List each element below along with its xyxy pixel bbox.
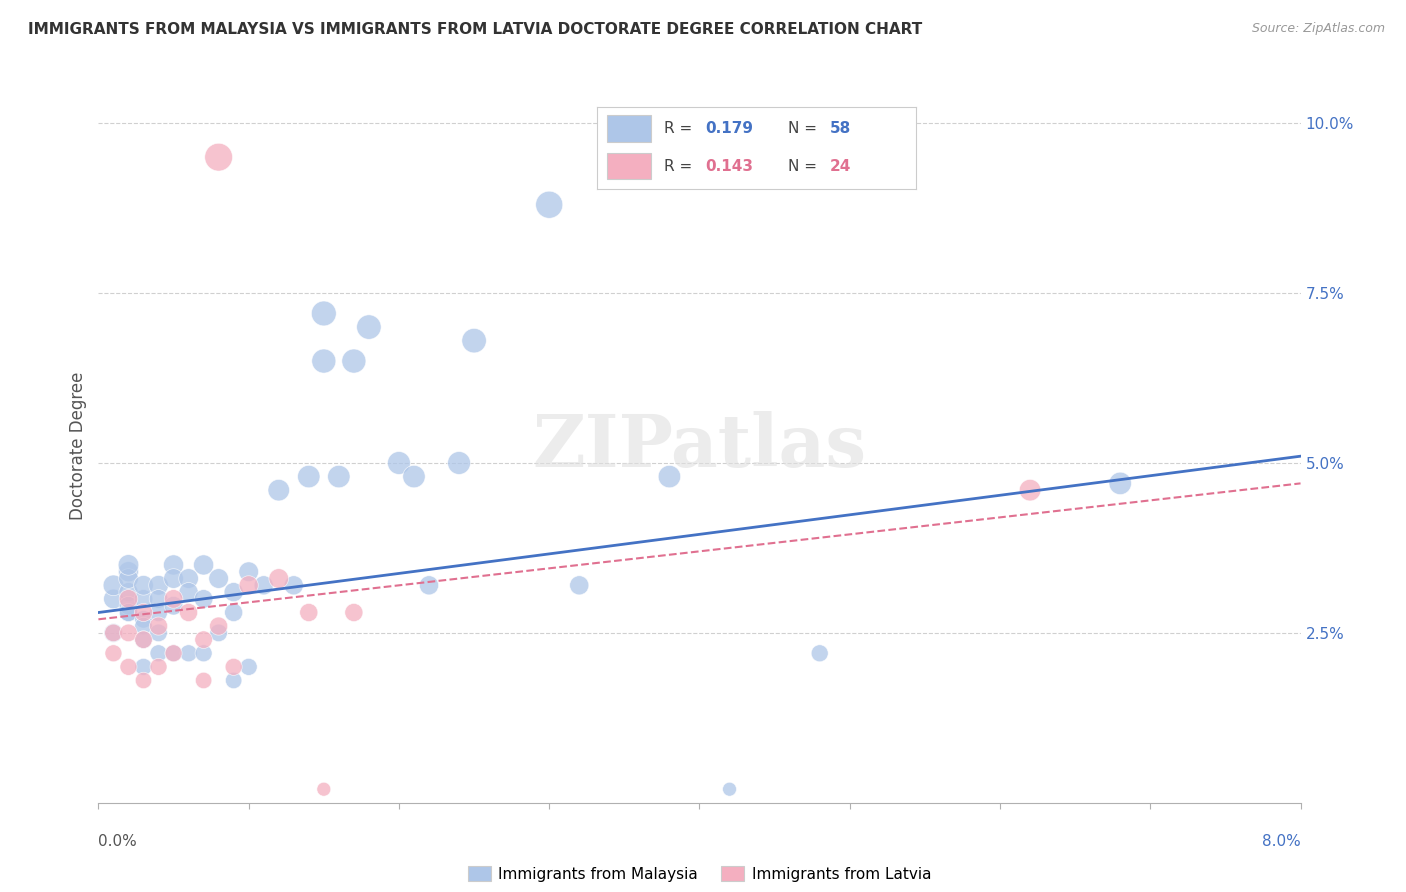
- Point: [193, 632, 215, 647]
- Point: [238, 578, 260, 592]
- Point: [208, 619, 231, 633]
- Point: [463, 334, 485, 348]
- Point: [117, 599, 139, 613]
- Point: [162, 572, 184, 586]
- Point: [177, 646, 200, 660]
- Point: [117, 626, 139, 640]
- Text: 8.0%: 8.0%: [1261, 834, 1301, 849]
- Point: [808, 646, 831, 660]
- Point: [568, 578, 591, 592]
- Text: 0.0%: 0.0%: [98, 834, 138, 849]
- Point: [357, 320, 380, 334]
- Point: [418, 578, 440, 592]
- Point: [162, 558, 184, 572]
- Point: [117, 606, 139, 620]
- Point: [208, 626, 231, 640]
- Point: [253, 578, 276, 592]
- Point: [103, 591, 125, 606]
- Point: [328, 469, 350, 483]
- Point: [267, 572, 290, 586]
- Point: [162, 646, 184, 660]
- Point: [132, 578, 155, 592]
- Point: [148, 578, 170, 592]
- Point: [238, 660, 260, 674]
- Point: [343, 606, 366, 620]
- Text: Source: ZipAtlas.com: Source: ZipAtlas.com: [1251, 22, 1385, 36]
- Point: [238, 565, 260, 579]
- Point: [148, 591, 170, 606]
- Point: [148, 619, 170, 633]
- Point: [312, 782, 335, 797]
- Point: [117, 558, 139, 572]
- Point: [148, 646, 170, 660]
- Point: [193, 591, 215, 606]
- Legend: Immigrants from Malaysia, Immigrants from Latvia: Immigrants from Malaysia, Immigrants fro…: [461, 860, 938, 888]
- Point: [103, 626, 125, 640]
- Point: [162, 591, 184, 606]
- Point: [132, 673, 155, 688]
- Point: [267, 483, 290, 498]
- Point: [103, 578, 125, 592]
- Point: [298, 606, 321, 620]
- Point: [222, 673, 245, 688]
- Point: [132, 632, 155, 647]
- Point: [193, 558, 215, 572]
- Point: [177, 606, 200, 620]
- Point: [193, 673, 215, 688]
- Point: [117, 572, 139, 586]
- Point: [117, 660, 139, 674]
- Point: [132, 619, 155, 633]
- Point: [177, 572, 200, 586]
- Point: [208, 572, 231, 586]
- Point: [103, 646, 125, 660]
- Point: [162, 646, 184, 660]
- Point: [388, 456, 411, 470]
- Point: [132, 632, 155, 647]
- Point: [447, 456, 470, 470]
- Point: [222, 585, 245, 599]
- Point: [538, 198, 561, 212]
- Y-axis label: Doctorate Degree: Doctorate Degree: [69, 372, 87, 520]
- Point: [208, 150, 231, 164]
- Point: [402, 469, 425, 483]
- Point: [177, 585, 200, 599]
- Point: [222, 660, 245, 674]
- Point: [117, 591, 139, 606]
- Point: [117, 585, 139, 599]
- Point: [718, 782, 741, 797]
- Point: [132, 606, 155, 620]
- Point: [132, 612, 155, 626]
- Point: [193, 646, 215, 660]
- Text: ZIPatlas: ZIPatlas: [533, 410, 866, 482]
- Point: [312, 306, 335, 320]
- Point: [162, 599, 184, 613]
- Point: [222, 606, 245, 620]
- Point: [343, 354, 366, 368]
- Point: [117, 606, 139, 620]
- Point: [312, 354, 335, 368]
- Point: [148, 660, 170, 674]
- Point: [117, 565, 139, 579]
- Point: [103, 626, 125, 640]
- Point: [1109, 476, 1132, 491]
- Point: [1019, 483, 1042, 498]
- Point: [298, 469, 321, 483]
- Point: [132, 660, 155, 674]
- Point: [658, 469, 681, 483]
- Point: [148, 626, 170, 640]
- Point: [148, 606, 170, 620]
- Text: IMMIGRANTS FROM MALAYSIA VS IMMIGRANTS FROM LATVIA DOCTORATE DEGREE CORRELATION : IMMIGRANTS FROM MALAYSIA VS IMMIGRANTS F…: [28, 22, 922, 37]
- Point: [283, 578, 305, 592]
- Point: [132, 591, 155, 606]
